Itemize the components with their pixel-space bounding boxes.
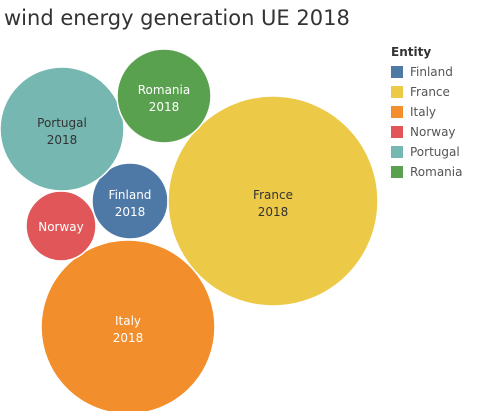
legend-label-finland: Finland — [410, 65, 453, 79]
bubble-year-france: 2018 — [258, 205, 289, 219]
legend-title: Entity — [391, 45, 432, 59]
bubble-norway[interactable]: Norway — [25, 190, 97, 262]
bubble-circle-italy[interactable] — [40, 239, 216, 411]
bubble-circle-france[interactable] — [167, 95, 379, 307]
bubble-year-portugal: 2018 — [47, 133, 78, 147]
legend-label-norway: Norway — [410, 125, 456, 139]
bubble-romania[interactable]: Romania 2018 — [116, 48, 212, 144]
legend-swatch-norway — [391, 126, 403, 138]
legend-item-portugal[interactable]: Portugal — [391, 142, 462, 162]
bubble-year-romania: 2018 — [149, 100, 180, 114]
bubble-finland[interactable]: Finland 2018 — [91, 162, 169, 240]
legend-swatch-finland — [391, 66, 403, 78]
legend-swatch-france — [391, 86, 403, 98]
bubble-circle-romania[interactable] — [116, 48, 212, 144]
legend-label-portugal: Portugal — [410, 145, 460, 159]
chart-title: wind energy generation UE 2018 — [4, 6, 350, 30]
legend-item-finland[interactable]: Finland — [391, 62, 462, 82]
bubble-label-finland: Finland — [109, 188, 152, 202]
bubble-label-norway: Norway — [38, 220, 84, 234]
bubble-france[interactable]: France 2018 — [167, 95, 379, 307]
legend-swatch-portugal — [391, 146, 403, 158]
legend: Entity Finland France Italy Norway Portugal R… — [391, 45, 462, 182]
legend-swatch-italy — [391, 106, 403, 118]
bubble-year-italy: 2018 — [113, 331, 144, 345]
bubble-label-romania: Romania — [138, 83, 190, 97]
legend-item-france[interactable]: France — [391, 82, 462, 102]
legend-item-romania[interactable]: Romania — [391, 162, 462, 182]
bubble-italy[interactable]: Italy 2018 — [40, 239, 216, 411]
bubble-label-portugal: Portugal — [37, 116, 87, 130]
bubble-circle-portugal[interactable] — [0, 66, 125, 192]
bubble-year-finland: 2018 — [115, 205, 146, 219]
legend-label-italy: Italy — [410, 105, 437, 119]
legend-item-italy[interactable]: Italy — [391, 102, 462, 122]
legend-label-france: France — [410, 85, 450, 99]
bubble-portugal[interactable]: Portugal 2018 — [0, 66, 125, 192]
bubble-label-france: France — [253, 188, 293, 202]
legend-swatch-romania — [391, 166, 403, 178]
legend-label-romania: Romania — [410, 165, 463, 179]
legend-item-norway[interactable]: Norway — [391, 122, 462, 142]
bubble-label-italy: Italy — [115, 314, 141, 328]
